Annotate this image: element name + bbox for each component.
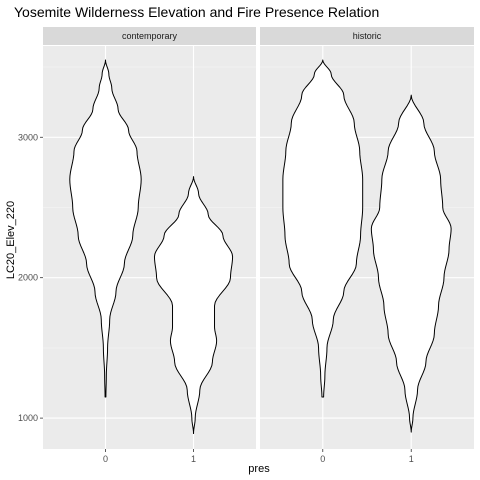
facet-panel-contemporary: contemporary 0 1 xyxy=(43,27,256,464)
facet-strip xyxy=(43,27,256,45)
x-tick-label: 0 xyxy=(103,454,108,464)
violin-historic-1 xyxy=(370,94,452,433)
violin-contemporary-1 xyxy=(153,176,234,435)
x-axis-title: pres xyxy=(248,463,270,475)
facet-strip-label: historic xyxy=(353,31,382,41)
violin-historic-0 xyxy=(282,59,364,398)
facet-strip xyxy=(260,27,474,45)
x-tick-label: 1 xyxy=(409,454,414,464)
y-tick-label: 2000 xyxy=(18,273,38,283)
x-tick-label: 1 xyxy=(191,454,196,464)
facet-strip-label: contemporary xyxy=(122,31,178,41)
facet-panel-historic: historic 0 1 xyxy=(260,27,474,464)
chart-title: Yosemite Wilderness Elevation and Fire P… xyxy=(14,4,379,20)
x-tick-label: 0 xyxy=(320,454,325,464)
y-tick-label: 3000 xyxy=(18,132,38,142)
violin-contemporary-0 xyxy=(69,59,142,398)
y-axis-title: LC20_Elev_220 xyxy=(5,201,17,279)
y-tick-label: 1000 xyxy=(18,413,38,423)
